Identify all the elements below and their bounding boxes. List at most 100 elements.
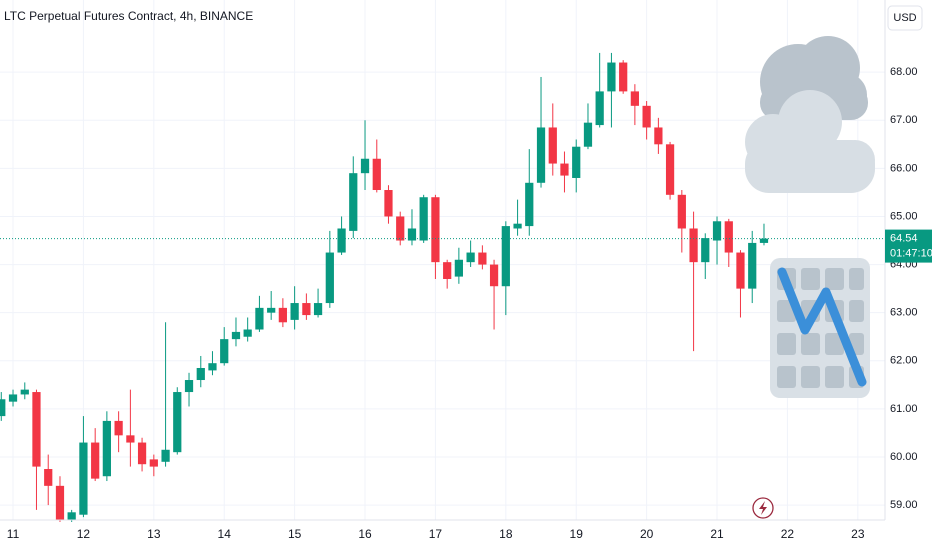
candle-body <box>208 363 217 371</box>
candle-body <box>677 194 686 229</box>
y-tick-label: 60.00 <box>890 451 918 463</box>
chart-title: LTC Perpetual Futures Contract, 4h, BINA… <box>4 9 253 23</box>
candle-body <box>44 469 53 486</box>
candle-body <box>349 173 358 231</box>
candle-body <box>267 307 276 313</box>
candle-body <box>0 399 6 417</box>
candle-body <box>736 252 745 289</box>
candle-body <box>114 420 123 436</box>
candle-body <box>525 182 534 227</box>
countdown-label: 01:47:10 <box>890 248 932 260</box>
y-tick-label: 65.00 <box>890 210 918 222</box>
candle-body <box>454 259 463 277</box>
candle-body <box>642 105 651 128</box>
x-tick-label: 21 <box>710 527 724 541</box>
candle-body <box>489 264 499 287</box>
candle-body <box>724 221 733 253</box>
x-tick-label: 15 <box>288 527 302 541</box>
x-tick-label: 23 <box>851 527 865 541</box>
candle-body <box>443 262 452 280</box>
candle-body <box>513 223 522 229</box>
candle-body <box>396 216 405 241</box>
x-tick-label: 22 <box>781 527 795 541</box>
candle-body <box>20 389 29 395</box>
candle-body <box>337 228 346 253</box>
candle-body <box>372 158 381 191</box>
candle-body <box>290 303 299 320</box>
x-tick-label: 17 <box>429 527 443 541</box>
candle-body <box>302 303 311 316</box>
candle-body <box>748 242 757 289</box>
candle-body <box>536 127 546 183</box>
x-tick-label: 19 <box>570 527 584 541</box>
candle-body <box>619 62 628 92</box>
candle-body <box>501 226 510 287</box>
candle-body <box>126 435 135 443</box>
y-tick-label: 66.00 <box>890 162 918 174</box>
last-price-tag <box>885 229 932 263</box>
x-tick-label: 13 <box>147 527 161 541</box>
candle-body <box>278 307 287 323</box>
candle-body <box>689 228 698 263</box>
candle-body <box>161 449 170 462</box>
candle-body <box>184 380 194 393</box>
candle-body <box>255 307 264 330</box>
candle-body <box>630 91 639 106</box>
candle-body <box>67 512 76 520</box>
candle-body <box>196 367 205 381</box>
candle-body <box>55 485 65 520</box>
candle-body <box>560 163 569 176</box>
candle-body <box>91 442 100 479</box>
candle-body <box>325 252 334 304</box>
candle-body <box>583 122 593 147</box>
candle-body <box>8 394 18 402</box>
candle-body <box>220 339 229 364</box>
x-tick-label: 11 <box>7 527 20 541</box>
currency: USD <box>893 12 916 24</box>
x-tick-label: 12 <box>77 527 91 541</box>
y-tick-label: 68.00 <box>890 66 918 78</box>
candle-body <box>478 252 487 265</box>
candle-body <box>360 158 370 174</box>
x-tick-label: 20 <box>640 527 654 541</box>
candle-body <box>313 303 323 316</box>
x-tick-label: 16 <box>358 527 372 541</box>
candle-body <box>243 329 252 337</box>
candles <box>0 52 885 522</box>
candle-body <box>384 190 393 217</box>
candle-body <box>607 62 616 92</box>
candle-body <box>712 221 722 241</box>
axes: 59.0060.0061.0062.0063.0064.0065.0066.00… <box>7 66 918 541</box>
candle-body <box>149 459 158 467</box>
candle-body <box>419 197 428 241</box>
y-tick-label: 59.00 <box>890 499 918 511</box>
candle-body <box>654 127 663 145</box>
cloud-icon <box>745 36 875 193</box>
y-tick-label: 61.00 <box>890 403 918 415</box>
x-tick-label: 18 <box>499 527 513 541</box>
candle-body <box>466 252 475 263</box>
candle-body <box>701 238 710 263</box>
candle-body <box>79 442 88 515</box>
candle-body <box>32 392 41 467</box>
currency-box[interactable] <box>887 5 923 31</box>
candle-body <box>431 197 440 263</box>
candle-body <box>137 442 147 465</box>
candle-body <box>572 146 581 178</box>
candle-body <box>102 420 111 477</box>
candle-body <box>407 228 417 241</box>
candle-body <box>548 127 557 164</box>
candle-body <box>231 331 241 340</box>
x-tick-label: 14 <box>218 527 232 541</box>
last-price-label: 64.54 <box>890 233 918 245</box>
candle-body <box>173 392 182 453</box>
candle-body <box>665 144 675 195</box>
y-tick-label: 63.00 <box>890 307 918 319</box>
lightning-button[interactable] <box>752 497 774 519</box>
candle-body <box>759 238 769 243</box>
chart-decreasing-icon <box>770 258 870 398</box>
y-tick-label: 62.00 <box>890 355 918 367</box>
candle-body <box>595 91 604 126</box>
y-tick-label: 67.00 <box>890 114 918 126</box>
